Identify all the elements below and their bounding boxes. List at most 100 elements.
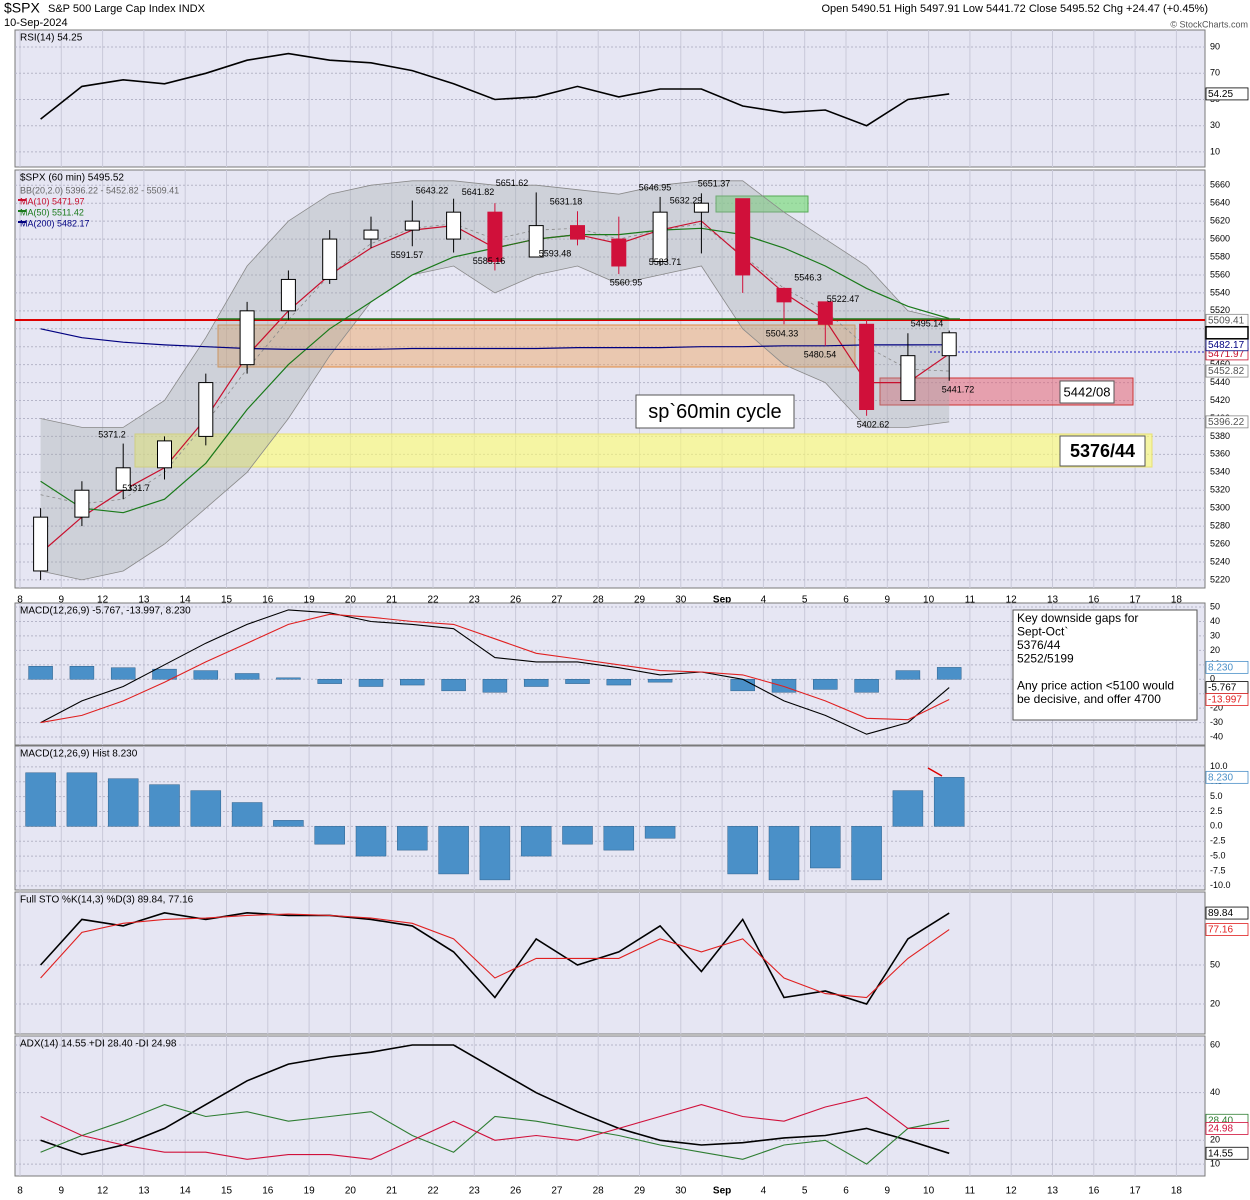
y-tick-label: -30 bbox=[1210, 717, 1223, 727]
value-tag-label: 89.84 bbox=[1208, 908, 1233, 919]
candle-body bbox=[487, 211, 503, 262]
hist-bar bbox=[813, 679, 838, 690]
hist-bar bbox=[523, 679, 549, 687]
price-label: 5651.62 bbox=[496, 178, 529, 188]
y-tick-label: 70 bbox=[1210, 68, 1220, 78]
price-label: 5331.7 bbox=[122, 483, 150, 493]
indicator-line bbox=[40, 911, 950, 1005]
x-tick-label: 15 bbox=[221, 595, 233, 606]
x-tick-label: 5 bbox=[802, 595, 808, 606]
y-tick-label: -2.5 bbox=[1210, 836, 1226, 846]
hist-bar bbox=[768, 826, 800, 881]
panel-frame bbox=[14, 1035, 1206, 1177]
hist-bar bbox=[355, 826, 387, 857]
note-line: Sept-Oct` bbox=[1017, 625, 1068, 639]
x-tick-label: 28 bbox=[593, 595, 605, 606]
value-tag bbox=[1205, 693, 1249, 706]
hist-bar bbox=[606, 679, 632, 686]
ma-line bbox=[40, 328, 950, 350]
y-tick-label: -20 bbox=[1210, 703, 1223, 713]
candle-body bbox=[363, 229, 379, 240]
hist-bar bbox=[110, 667, 136, 680]
x-tick-label-bottom: 11 bbox=[965, 1186, 976, 1197]
panel-frame bbox=[14, 745, 1206, 891]
zone-yellow bbox=[134, 433, 1153, 468]
gap-label-1: 5442/08 bbox=[1064, 384, 1111, 399]
y-tick-label: 10.0 bbox=[1210, 761, 1228, 771]
y-tick-label: 5460 bbox=[1210, 359, 1230, 369]
hist-bar bbox=[314, 826, 345, 845]
y-tick-label: -5.0 bbox=[1210, 850, 1226, 860]
y-tick-label: 20 bbox=[1210, 645, 1220, 655]
hist-bar bbox=[936, 667, 962, 680]
note-line: 5252/5199 bbox=[1017, 652, 1074, 666]
price-label: 5371.2 bbox=[98, 430, 126, 440]
x-tick-label-bottom: 15 bbox=[221, 1186, 233, 1197]
hist-bar bbox=[730, 679, 755, 692]
x-tick-label-bottom: 17 bbox=[1130, 1186, 1142, 1197]
hist-bar bbox=[562, 826, 593, 845]
y-tick-label: 0 bbox=[1210, 674, 1215, 684]
candle-body bbox=[239, 310, 255, 366]
hist-bar bbox=[482, 679, 508, 693]
candle-body bbox=[446, 211, 462, 240]
price-label: 5591.57 bbox=[391, 250, 424, 260]
y-tick-label: 5240 bbox=[1210, 556, 1230, 566]
price-label: 5546.3 bbox=[794, 273, 822, 283]
value-tag-label: 5396.22 bbox=[1208, 417, 1245, 428]
x-tick-label: 9 bbox=[59, 595, 65, 606]
value-tag bbox=[1205, 660, 1249, 674]
y-tick-label: 5260 bbox=[1210, 538, 1230, 548]
value-tag-label: 54.25 bbox=[1208, 89, 1233, 100]
x-tick-label-bottom: 4 bbox=[761, 1186, 767, 1197]
bb-upper bbox=[40, 180, 950, 428]
y-tick-label: 10 bbox=[1210, 146, 1220, 156]
x-tick-label-bottom: 26 bbox=[510, 1186, 522, 1197]
price-label: 5441.72 bbox=[942, 384, 975, 394]
value-tag-label: 24.98 bbox=[1208, 1124, 1233, 1135]
hist-bar bbox=[69, 666, 95, 680]
y-tick-label: -7.5 bbox=[1210, 865, 1226, 875]
x-tick-label: 18 bbox=[1171, 595, 1183, 606]
panel-frame bbox=[14, 29, 1206, 168]
x-tick-label-bottom: 10 bbox=[923, 1186, 935, 1197]
x-tick-label-bottom: 12 bbox=[1006, 1186, 1018, 1197]
candle-body bbox=[735, 198, 751, 276]
price-label: 5560.95 bbox=[610, 277, 643, 287]
hist-bar bbox=[400, 679, 425, 686]
legend-entry: MA(50) 5511.42 bbox=[20, 207, 84, 217]
value-tag-label: 5471.97 bbox=[1208, 349, 1245, 360]
candle-body bbox=[859, 323, 875, 410]
x-tick-label: 13 bbox=[138, 595, 150, 606]
y-tick-label: 30 bbox=[1210, 120, 1220, 130]
y-tick-label: 5600 bbox=[1210, 233, 1230, 243]
value-tag bbox=[1205, 364, 1249, 378]
indicator-line bbox=[40, 1096, 950, 1160]
x-tick-label-bottom: 13 bbox=[1047, 1186, 1059, 1197]
x-tick-label: 23 bbox=[469, 595, 481, 606]
hist-bar bbox=[397, 826, 428, 851]
x-tick-label: 27 bbox=[551, 595, 563, 606]
y-tick-label: 60 bbox=[1210, 1039, 1220, 1049]
candle-body bbox=[115, 467, 131, 491]
value-tag bbox=[1205, 923, 1249, 936]
hist-bar bbox=[276, 677, 301, 680]
price-label: 5583.71 bbox=[649, 257, 682, 267]
x-tick-label: 9 bbox=[885, 595, 891, 606]
x-tick-label-bottom: 22 bbox=[427, 1186, 439, 1197]
hist-bar bbox=[273, 820, 304, 827]
bb-legend: BB(20,2.0) 5396.22 - 5452.82 - 5509.41 bbox=[20, 185, 179, 195]
divergence-mark bbox=[927, 767, 943, 777]
x-tick-label-bottom: 14 bbox=[180, 1186, 192, 1197]
gap-label-2: 5376/44 bbox=[1070, 441, 1135, 461]
y-tick-label: 5540 bbox=[1210, 287, 1230, 297]
x-tick-label-bottom: 20 bbox=[345, 1186, 357, 1197]
y-tick-label: -40 bbox=[1210, 731, 1223, 741]
x-tick-label-bottom: 6 bbox=[843, 1186, 849, 1197]
x-tick-label-bottom: 8 bbox=[17, 1186, 23, 1197]
candle-body bbox=[570, 225, 585, 240]
candle-body bbox=[776, 287, 792, 303]
hist-bar bbox=[358, 679, 384, 687]
hist-bar bbox=[193, 670, 219, 680]
